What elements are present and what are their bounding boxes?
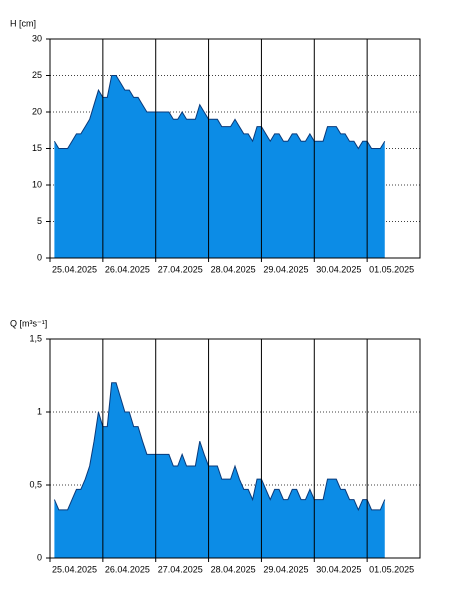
y-tick-label: 15 — [32, 143, 42, 153]
y-tick-label: 10 — [32, 179, 42, 189]
y-tick-label: 1,5 — [29, 333, 42, 343]
plot-border — [49, 338, 421, 559]
y-tick-label: 20 — [32, 106, 42, 116]
area — [54, 75, 385, 258]
y-tick-label: 0,5 — [29, 479, 42, 489]
x-tick-label: 26.04.2025 — [105, 264, 150, 274]
x-tick-label: 01.05.2025 — [369, 564, 414, 574]
x-tick-label: 29.04.2025 — [263, 264, 308, 274]
area — [54, 382, 385, 558]
y-axis-label: Q [m³s⁻¹] — [10, 318, 47, 328]
x-tick-label: 26.04.2025 — [105, 564, 150, 574]
x-tick-label: 25.04.2025 — [52, 264, 97, 274]
y-tick-label: 5 — [37, 216, 42, 226]
y-tick-label: 25 — [32, 70, 42, 80]
x-tick-label: 28.04.2025 — [211, 264, 256, 274]
x-tick-label: 28.04.2025 — [211, 564, 256, 574]
line — [53, 75, 386, 150]
y-tick-label: 0 — [37, 552, 42, 562]
y-tick-label: 0 — [37, 252, 42, 262]
x-tick-label: 30.04.2025 — [316, 564, 361, 574]
x-tick-label: 30.04.2025 — [316, 264, 361, 274]
x-tick-label: 27.04.2025 — [158, 264, 203, 274]
y-axis-label: H [cm] — [10, 18, 36, 28]
plot-border — [49, 38, 421, 259]
y-tick-label: 30 — [32, 33, 42, 43]
y-tick-label: 1 — [37, 406, 42, 416]
x-tick-label: 01.05.2025 — [369, 264, 414, 274]
x-tick-label: 27.04.2025 — [158, 564, 203, 574]
x-tick-label: 29.04.2025 — [263, 564, 308, 574]
x-tick-label: 25.04.2025 — [52, 564, 97, 574]
line — [53, 382, 386, 512]
